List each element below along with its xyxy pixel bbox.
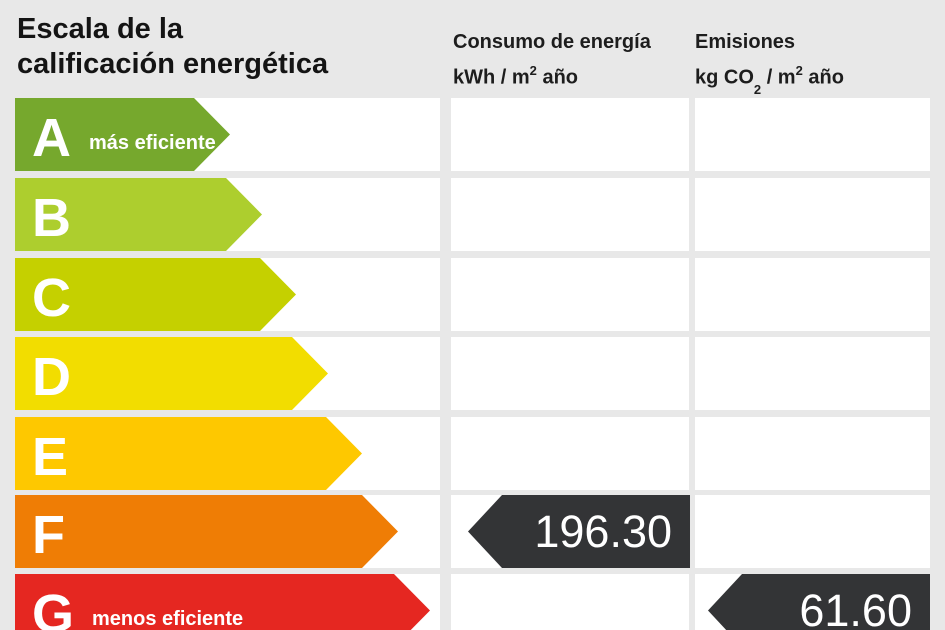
- emisiones-value: 61.60: [799, 585, 912, 630]
- consumo-header-title: Consumo de energía: [453, 31, 651, 53]
- emisiones-cell: [695, 495, 930, 568]
- rating-arrow: A más eficiente: [15, 98, 230, 171]
- rating-arrow-content: G menos eficiente: [15, 574, 430, 630]
- rating-row: A más eficiente: [0, 98, 945, 171]
- rating-letter: D: [32, 347, 71, 407]
- consumo-value-badge: 196.30: [468, 495, 690, 568]
- emisiones-column-header: Emisiones kg CO2 / m2 año: [695, 27, 844, 100]
- efficiency-label: menos eficiente: [92, 608, 244, 630]
- emisiones-cell: [695, 178, 930, 251]
- emisiones-unit-subscript: 2: [753, 81, 762, 97]
- consumo-cell: [451, 574, 689, 630]
- emisiones-cell: [695, 258, 930, 331]
- consumo-column-header: Consumo de energía kWh / m2 año: [453, 27, 651, 93]
- rating-arrow: E: [15, 417, 362, 490]
- rating-arrow: D: [15, 337, 328, 410]
- rating-letter: C: [32, 268, 71, 328]
- rating-letter: A: [32, 108, 71, 168]
- consumo-value: 196.30: [534, 506, 672, 557]
- rating-row: B: [0, 178, 945, 251]
- consumo-cell: [451, 258, 689, 331]
- emisiones-unit-superscript: 2: [795, 63, 803, 78]
- rating-arrow-content: E: [15, 417, 362, 490]
- rating-arrow-content: C: [15, 258, 296, 331]
- emisiones-header-title: Emisiones: [695, 31, 796, 53]
- consumo-cell: [451, 337, 689, 410]
- consumo-cell: [451, 178, 689, 251]
- page-title: Escala de la calificación energética: [17, 12, 328, 82]
- rating-arrow-content: B: [15, 178, 262, 251]
- rating-row: C: [0, 258, 945, 331]
- rating-arrow: G menos eficiente: [15, 574, 430, 630]
- consumo-cell: [451, 417, 689, 490]
- rating-letter: F: [32, 505, 65, 565]
- consumo-unit-superscript: 2: [529, 63, 537, 78]
- emisiones-cell: [695, 337, 930, 410]
- rating-arrow: B: [15, 178, 262, 251]
- rating-letter: E: [32, 427, 69, 487]
- rating-arrow-content: D: [15, 337, 328, 410]
- emisiones-value-badge: 61.60: [708, 574, 930, 630]
- rating-letter: B: [32, 188, 71, 248]
- rating-row: G menos eficiente 61.60: [0, 574, 945, 630]
- rating-row: D: [0, 337, 945, 410]
- emisiones-cell: [695, 417, 930, 490]
- consumo-cell: [451, 98, 689, 171]
- rating-row: F 196.30: [0, 495, 945, 568]
- rating-arrow-content: A más eficiente: [15, 98, 230, 171]
- rating-row: E: [0, 417, 945, 490]
- rating-letter: G: [32, 584, 75, 630]
- emisiones-header-unit: kg CO2 / m2 año: [695, 63, 844, 97]
- consumo-header-unit: kWh / m2 año: [453, 63, 579, 89]
- emisiones-cell: [695, 98, 930, 171]
- rating-arrow: F: [15, 495, 398, 568]
- rating-arrow: C: [15, 258, 296, 331]
- rating-arrow-content: F: [15, 495, 398, 568]
- page-title-line1: Escala de la: [17, 13, 184, 45]
- page-title-line2: calificación energética: [17, 48, 329, 80]
- efficiency-label: más eficiente: [89, 132, 216, 154]
